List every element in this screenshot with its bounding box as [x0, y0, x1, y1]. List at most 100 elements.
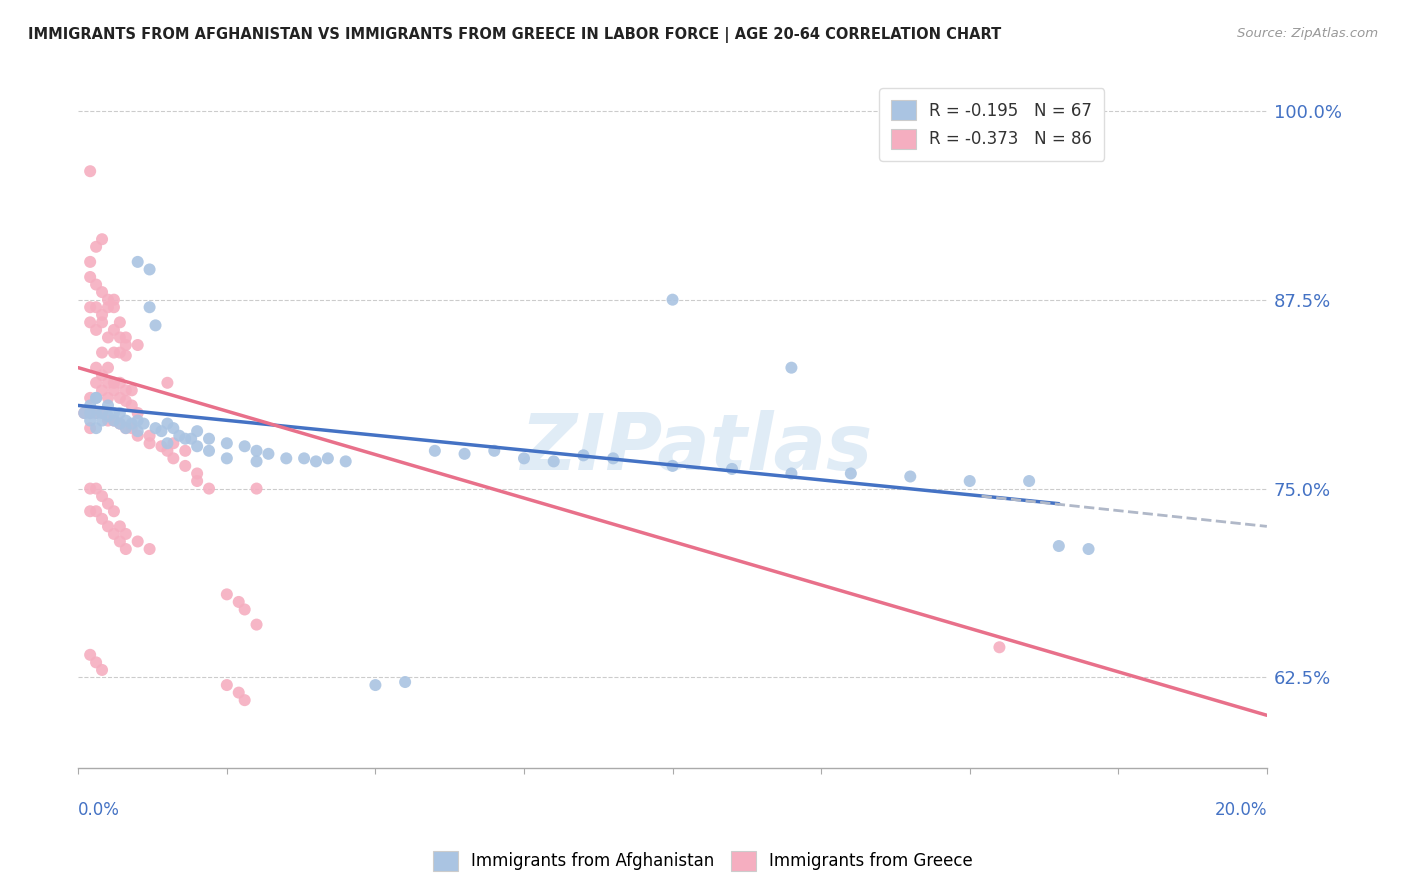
Point	[84, 504, 107, 518]
Point	[108, 406, 131, 420]
Text: 0.0%: 0.0%	[79, 801, 120, 820]
Point	[198, 482, 221, 496]
Point	[661, 293, 683, 307]
Point	[276, 451, 298, 466]
Point	[73, 406, 96, 420]
Point	[572, 448, 595, 462]
Point	[138, 542, 160, 557]
Point	[103, 293, 125, 307]
Point	[423, 443, 446, 458]
Point	[138, 300, 160, 314]
Point	[145, 318, 167, 333]
Point	[97, 399, 120, 413]
Point	[162, 451, 184, 466]
Point	[84, 406, 107, 420]
Point	[257, 447, 280, 461]
Point	[959, 474, 981, 488]
Point	[103, 300, 125, 314]
Legend: Immigrants from Afghanistan, Immigrants from Greece: Immigrants from Afghanistan, Immigrants …	[425, 842, 981, 880]
Point	[156, 417, 179, 431]
Point	[103, 323, 125, 337]
Point	[91, 368, 114, 383]
Point	[186, 424, 208, 438]
Point	[84, 360, 107, 375]
Point	[114, 330, 136, 344]
Point	[127, 424, 149, 438]
Point	[335, 454, 357, 468]
Point	[103, 413, 125, 427]
Text: 20.0%: 20.0%	[1215, 801, 1267, 820]
Point	[215, 436, 238, 450]
Point	[108, 417, 131, 431]
Point	[127, 428, 149, 442]
Point	[988, 640, 1011, 655]
Point	[602, 451, 624, 466]
Point	[97, 293, 120, 307]
Point	[162, 421, 184, 435]
Point	[245, 454, 267, 468]
Point	[162, 436, 184, 450]
Point	[138, 262, 160, 277]
Point	[79, 270, 101, 285]
Point	[91, 345, 114, 359]
Point	[97, 330, 120, 344]
Point	[91, 406, 114, 420]
Point	[97, 519, 120, 533]
Point	[245, 443, 267, 458]
Point	[97, 360, 120, 375]
Point	[839, 467, 862, 481]
Point	[108, 345, 131, 359]
Point	[84, 406, 107, 420]
Point	[150, 424, 173, 438]
Point	[97, 391, 120, 405]
Point	[543, 454, 565, 468]
Point	[233, 602, 256, 616]
Point	[91, 413, 114, 427]
Point	[245, 482, 267, 496]
Point	[91, 315, 114, 329]
Point	[79, 413, 101, 427]
Point	[186, 467, 208, 481]
Point	[215, 451, 238, 466]
Point	[364, 678, 387, 692]
Point	[84, 656, 107, 670]
Point	[174, 458, 197, 473]
Point	[79, 164, 101, 178]
Text: ZIPatlas: ZIPatlas	[520, 410, 873, 486]
Point	[898, 469, 921, 483]
Point	[114, 421, 136, 435]
Point	[79, 421, 101, 435]
Point	[108, 330, 131, 344]
Point	[97, 300, 120, 314]
Point	[84, 376, 107, 390]
Point	[127, 255, 149, 269]
Point	[91, 663, 114, 677]
Point	[84, 421, 107, 435]
Point	[84, 300, 107, 314]
Point	[138, 436, 160, 450]
Point	[132, 417, 155, 431]
Point	[103, 384, 125, 398]
Point	[114, 338, 136, 352]
Point	[233, 439, 256, 453]
Point	[1077, 542, 1099, 557]
Point	[114, 384, 136, 398]
Point	[79, 300, 101, 314]
Point	[114, 421, 136, 435]
Point	[661, 458, 683, 473]
Point	[84, 277, 107, 292]
Point	[127, 534, 149, 549]
Point	[114, 393, 136, 408]
Point	[103, 413, 125, 427]
Point	[103, 376, 125, 390]
Legend: R = -0.195   N = 67, R = -0.373   N = 86: R = -0.195 N = 67, R = -0.373 N = 86	[879, 88, 1104, 161]
Point	[228, 685, 250, 699]
Point	[127, 413, 149, 427]
Point	[91, 384, 114, 398]
Point	[721, 462, 744, 476]
Point	[316, 451, 339, 466]
Point	[156, 443, 179, 458]
Point	[84, 391, 107, 405]
Point	[79, 391, 101, 405]
Point	[186, 439, 208, 453]
